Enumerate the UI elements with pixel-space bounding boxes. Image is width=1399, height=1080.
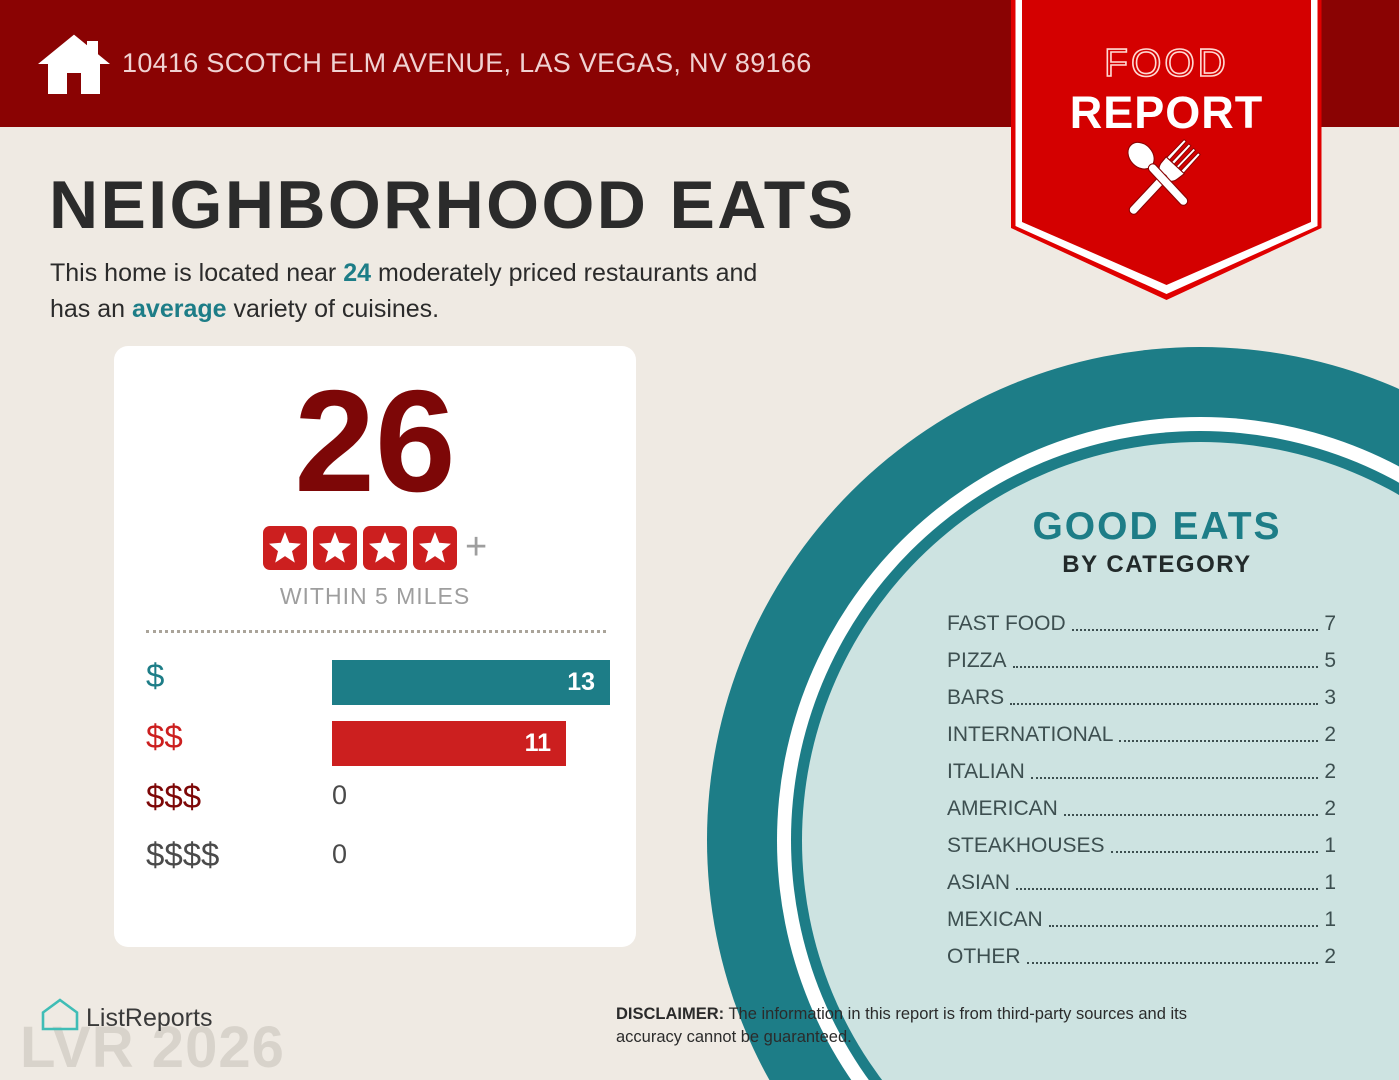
svg-text:+: + bbox=[465, 526, 487, 568]
